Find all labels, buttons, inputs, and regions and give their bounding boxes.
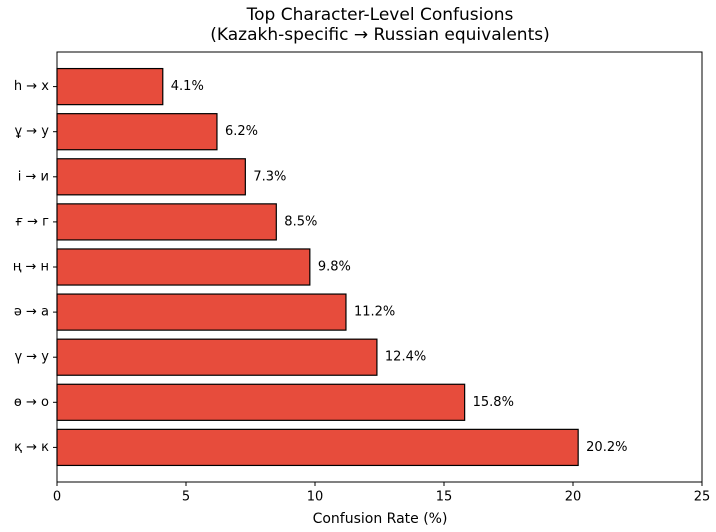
bar bbox=[56, 428, 579, 467]
value-label: 8.5% bbox=[284, 214, 317, 229]
bar bbox=[56, 113, 218, 151]
x-tick-label: 10 bbox=[307, 490, 324, 505]
value-label: 6.2% bbox=[225, 124, 258, 139]
x-tick-label: 0 bbox=[53, 490, 61, 505]
y-tick-label: қ → к bbox=[14, 440, 49, 455]
x-tick-label: 5 bbox=[182, 490, 190, 505]
value-label: 20.2% bbox=[586, 440, 627, 455]
y-tick-label: ү → у bbox=[14, 350, 49, 365]
y-tick-label: і → и bbox=[18, 169, 49, 184]
chart-title: Top Character-Level Confusions bbox=[246, 5, 514, 25]
value-label: 9.8% bbox=[318, 260, 351, 275]
bar bbox=[56, 203, 277, 241]
y-tick-label: ғ → г bbox=[15, 214, 49, 229]
bar bbox=[56, 158, 246, 196]
value-label: 4.1% bbox=[171, 79, 204, 94]
bar bbox=[56, 67, 164, 106]
chart-subtitle: (Kazakh-specific → Russian equivalents) bbox=[210, 25, 549, 45]
bar bbox=[56, 293, 347, 331]
plot-frame bbox=[56, 51, 703, 483]
x-axis-label: Confusion Rate (%) bbox=[313, 511, 448, 527]
bar bbox=[56, 338, 378, 376]
bar bbox=[56, 383, 466, 421]
value-label: 15.8% bbox=[473, 395, 514, 410]
y-tick-label: һ → х bbox=[14, 79, 49, 94]
y-tick-label: ң → н bbox=[13, 260, 49, 275]
x-tick-label: 20 bbox=[565, 490, 582, 505]
value-label: 11.2% bbox=[354, 305, 395, 320]
x-tick-label: 25 bbox=[694, 490, 711, 505]
y-tick-label: ұ → у bbox=[14, 124, 49, 139]
x-tick-label: 15 bbox=[436, 490, 453, 505]
bar bbox=[56, 248, 311, 286]
y-tick-label: ө → о bbox=[14, 395, 49, 410]
value-label: 12.4% bbox=[385, 350, 426, 365]
value-label: 7.3% bbox=[253, 169, 286, 184]
y-tick-label: ә → а bbox=[14, 305, 49, 320]
